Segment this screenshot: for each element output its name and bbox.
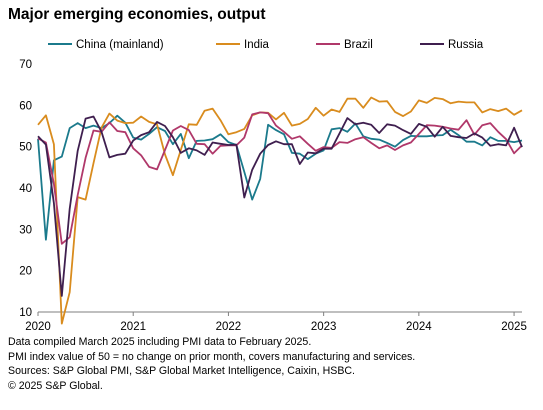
series-line-india — [37, 96, 523, 325]
series-line-russia — [37, 115, 523, 297]
x-tick-label: 2023 — [311, 321, 337, 330]
y-tick-label: 40 — [19, 183, 32, 195]
y-tick-label: 60 — [19, 100, 32, 112]
page-title: Major emerging economies, output — [8, 6, 266, 23]
legend-label: China (mainland) — [76, 39, 164, 51]
x-tick-label: 2020 — [25, 321, 51, 330]
series-lines — [37, 96, 523, 325]
footnote-data-compiled: Data compiled March 2025 including PMI d… — [8, 336, 312, 348]
y-tick-label: 10 — [19, 307, 32, 319]
output-line-chart: 10 20 30 40 50 60 70 2020 2021 2022 2023 2024 2025 C… — [19, 39, 527, 330]
footnote-sources: Sources: S&P Global PMI, S&P Global Mark… — [8, 365, 356, 378]
y-tick-label: 50 — [19, 142, 32, 154]
y-tick-label: 70 — [19, 59, 32, 71]
x-tick-label: 2021 — [120, 321, 146, 330]
legend: China (mainland) India Brazil Russia — [48, 39, 484, 51]
x-tick-label: 2025 — [501, 321, 527, 330]
legend-label: India — [244, 39, 270, 51]
y-tick-label: 30 — [19, 224, 32, 236]
legend-label: Russia — [448, 39, 484, 51]
axes: 10 20 30 40 50 60 70 2020 2021 2022 2023 2024 2025 — [19, 59, 527, 330]
footnotes: Data compiled March 2025 including PMI d… — [8, 335, 415, 393]
x-tick-label: 2022 — [216, 321, 242, 330]
y-tick-label: 20 — [19, 266, 32, 278]
footnote-pmi-definition: PMI index value of 50 = no change on pri… — [8, 350, 416, 363]
footnote-copyright: © 2025 S&P Global. — [8, 379, 103, 392]
series-line-china-mainland — [37, 114, 523, 241]
series-line-brazil — [37, 111, 523, 245]
x-tick-label: 2024 — [406, 321, 432, 330]
legend-label: Brazil — [344, 39, 373, 51]
